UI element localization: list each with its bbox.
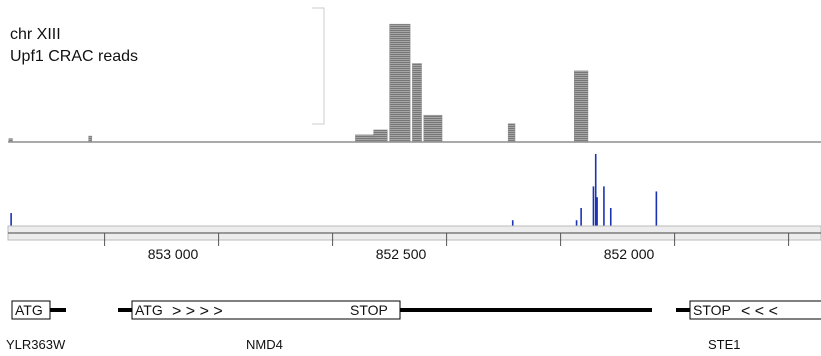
axis-tick-label: 852 000 [604, 246, 655, 262]
gene-arrows-ste1: < < < [741, 303, 778, 320]
chromosome-label: chr XIII [10, 26, 61, 43]
gene-arrows-nmd4: > > > > [172, 303, 223, 320]
track-title: Upf1 CRAC reads [10, 48, 139, 65]
gene-name-ylr363w: YLR363W [6, 337, 66, 352]
axis-tick-label: 852 500 [376, 246, 427, 262]
gene-name-ste1: STE1 [708, 337, 741, 352]
read-pile-6 [423, 114, 443, 142]
read-pile-8 [574, 70, 589, 142]
gene-start-label-ylr363w: ATG [15, 302, 43, 318]
read-pile-2 [355, 134, 374, 142]
axis-tick-label: 853 000 [148, 246, 199, 262]
read-pile-7 [507, 123, 516, 142]
read-pile-1 [88, 135, 93, 142]
axis-ticks: 853 000 852 500 852 000 [104, 233, 790, 262]
gene-start-label-nmd4: ATG [135, 302, 163, 318]
read-pile-5 [412, 63, 422, 142]
signal-track [10, 154, 658, 226]
gene-start-label-ste1: STOP [693, 302, 731, 318]
coverage-track [8, 23, 589, 142]
gene-end-label-nmd4: STOP [350, 302, 388, 318]
gene-box-ste1[interactable] [689, 300, 821, 320]
gene-name-nmd4: NMD4 [246, 337, 283, 352]
read-pile-3 [373, 129, 388, 142]
gene-track: ATG YLR363W ATG > > > > STOP NMD4 STOP <… [6, 300, 821, 352]
read-pile-4 [389, 23, 411, 142]
gene-box-ylr363w[interactable] [11, 300, 51, 320]
read-pile-0 [8, 138, 13, 142]
scale-bracket [312, 7, 325, 125]
